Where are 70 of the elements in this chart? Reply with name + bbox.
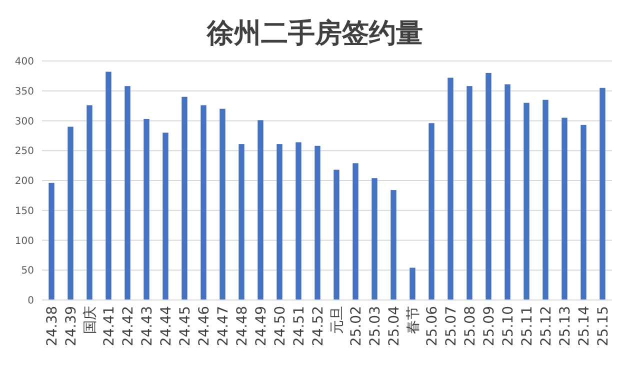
bar [352,163,358,300]
bar [276,144,282,300]
x-tick-label: 24.52 [310,306,326,346]
bar [124,86,130,300]
x-tick-label: 25.04 [386,306,402,346]
bar [220,108,226,300]
bar [334,170,340,300]
x-tick-label: 24.51 [292,306,308,346]
bar [296,142,302,300]
x-tick-label: 25.03 [368,306,384,346]
x-tick-label: 24.41 [102,306,118,346]
x-tick-label: 25.14 [576,306,592,346]
x-tick-label: 25.06 [424,306,440,346]
bar [486,72,492,300]
bar [258,120,264,300]
y-tick-label: 0 [28,296,34,306]
bar [106,72,112,300]
bar [448,78,454,300]
bar [504,84,510,300]
x-tick-label: 25.11 [520,306,536,346]
bar [542,100,548,300]
bar [162,132,168,300]
bar [466,86,472,300]
bar [200,105,206,300]
bar [580,124,586,300]
y-tick-label: 100 [14,236,34,247]
y-tick-label: 50 [21,266,34,277]
x-tick-label: 24.48 [234,306,250,346]
x-tick-label: 24.46 [196,306,212,346]
x-tick-label: 25.10 [500,306,516,346]
x-tick-label: 元旦 [330,306,346,334]
x-tick-label: 24.38 [44,306,60,346]
x-tick-label: 25.15 [596,306,612,346]
x-tick-label: 25.09 [482,306,498,346]
x-tick-label: 25.12 [538,306,554,346]
x-tick-label: 24.50 [272,306,288,346]
y-tick-label: 150 [14,206,34,217]
x-tick-label: 25.07 [444,306,460,346]
bar [314,146,320,300]
y-tick-label: 250 [14,146,34,158]
bar [390,190,396,300]
chart-title: 徐州二手房签约量 [206,18,423,49]
bar [238,144,244,300]
bar [86,105,92,300]
x-tick-label: 24.47 [216,306,232,346]
bar [524,102,530,300]
x-tick-label: 24.39 [64,306,80,346]
y-tick-label: 400 [14,56,34,68]
y-tick-label: 350 [14,86,34,98]
x-tick-label: 24.49 [254,306,270,346]
bar [562,118,568,300]
bar [182,96,188,300]
x-tick-label: 25.13 [558,306,574,346]
x-tick-label: 国庆 [82,306,98,334]
bar [48,182,54,300]
bar [428,123,434,300]
x-tick-label: 24.44 [158,306,174,346]
x-tick-label: 24.45 [178,306,194,346]
x-tick-label: 24.43 [140,306,156,346]
bar [410,268,416,300]
y-tick-label: 200 [14,176,34,187]
bar [600,88,606,300]
x-tick-label: 25.08 [462,306,478,346]
bar [372,178,378,300]
x-tick-label: 春节 [406,306,422,334]
x-tick-label: 25.02 [348,306,364,346]
y-tick-label: 300 [14,116,34,128]
bar [144,118,150,300]
x-tick-label: 24.42 [120,306,136,346]
bar [68,126,74,300]
